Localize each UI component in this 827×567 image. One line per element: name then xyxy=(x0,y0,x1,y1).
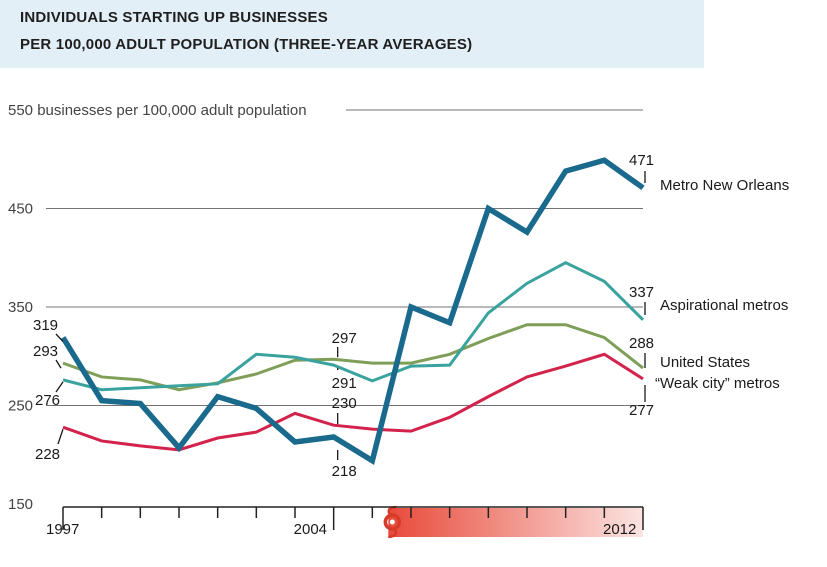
series-label-aspirational-metros: Aspirational metros xyxy=(660,297,788,314)
chart-title-line-2: PER 100,000 ADULT POPULATION (THREE-YEAR… xyxy=(20,36,473,53)
annotation-276: 276 xyxy=(35,392,60,409)
hurricane-icon xyxy=(383,505,402,539)
leader-293 xyxy=(55,359,62,369)
x-axis: 1997 2004 2012 xyxy=(46,506,644,538)
hurricane-icon-arm-bottom xyxy=(388,528,398,539)
series-line-aspirational xyxy=(62,260,645,392)
annotation-218: 218 xyxy=(332,463,357,480)
annotation-319: 319 xyxy=(33,317,58,334)
annotations: 319 293 276 228 297 291 230 218 471 337 288 277 xyxy=(33,152,654,480)
hurricane-icon-eye xyxy=(389,519,395,525)
series-label-metro-new-orleans: Metro New Orleans xyxy=(660,177,789,194)
series-label-weak-city-metros: “Weak city” metros xyxy=(655,375,780,392)
series-line-weak-city xyxy=(62,352,644,452)
y-tick-label-350: 350 xyxy=(8,299,33,316)
series-line-united-states xyxy=(62,323,644,392)
y-tick-label-250: 250 xyxy=(8,398,33,415)
series-lines xyxy=(60,157,645,465)
annotation-291: 291 xyxy=(332,375,357,392)
chart-title-line-1: INDIVIDUALS STARTING UP BUSINESSES xyxy=(20,9,328,26)
annotation-337: 337 xyxy=(629,284,654,301)
gridlines: 550 businesses per 100,000 adult populat… xyxy=(8,102,643,513)
y-tick-label-550: 550 businesses per 100,000 adult populat… xyxy=(8,102,307,119)
annotation-297: 297 xyxy=(332,330,357,347)
leader-228 xyxy=(57,428,64,445)
y-tick-label-450: 450 xyxy=(8,201,33,218)
annotation-230: 230 xyxy=(332,395,357,412)
hurricane-band xyxy=(383,505,643,539)
series-labels: Metro New Orleans Aspirational metros Unit… xyxy=(655,177,789,392)
series-label-united-states: United States xyxy=(660,354,750,371)
series-line-metro-new-orleans xyxy=(60,157,645,465)
annotation-293: 293 xyxy=(33,343,58,360)
leader-319 xyxy=(55,333,64,342)
annotation-471: 471 xyxy=(629,152,654,169)
annotation-288: 288 xyxy=(629,335,654,352)
x-tick-label-2012: 2012 xyxy=(603,521,636,538)
annotation-277: 277 xyxy=(629,402,654,419)
y-tick-label-150: 150 xyxy=(8,496,33,513)
leader-276 xyxy=(55,381,64,393)
x-tick-label-1997: 1997 xyxy=(46,521,79,538)
annotation-228: 228 xyxy=(35,446,60,463)
x-tick-label-2004: 2004 xyxy=(294,521,327,538)
hurricane-icon-ring xyxy=(383,513,402,531)
title-panel: INDIVIDUALS STARTING UP BUSINESSES PER 1… xyxy=(0,0,704,68)
hurricane-band-fill xyxy=(388,508,643,537)
